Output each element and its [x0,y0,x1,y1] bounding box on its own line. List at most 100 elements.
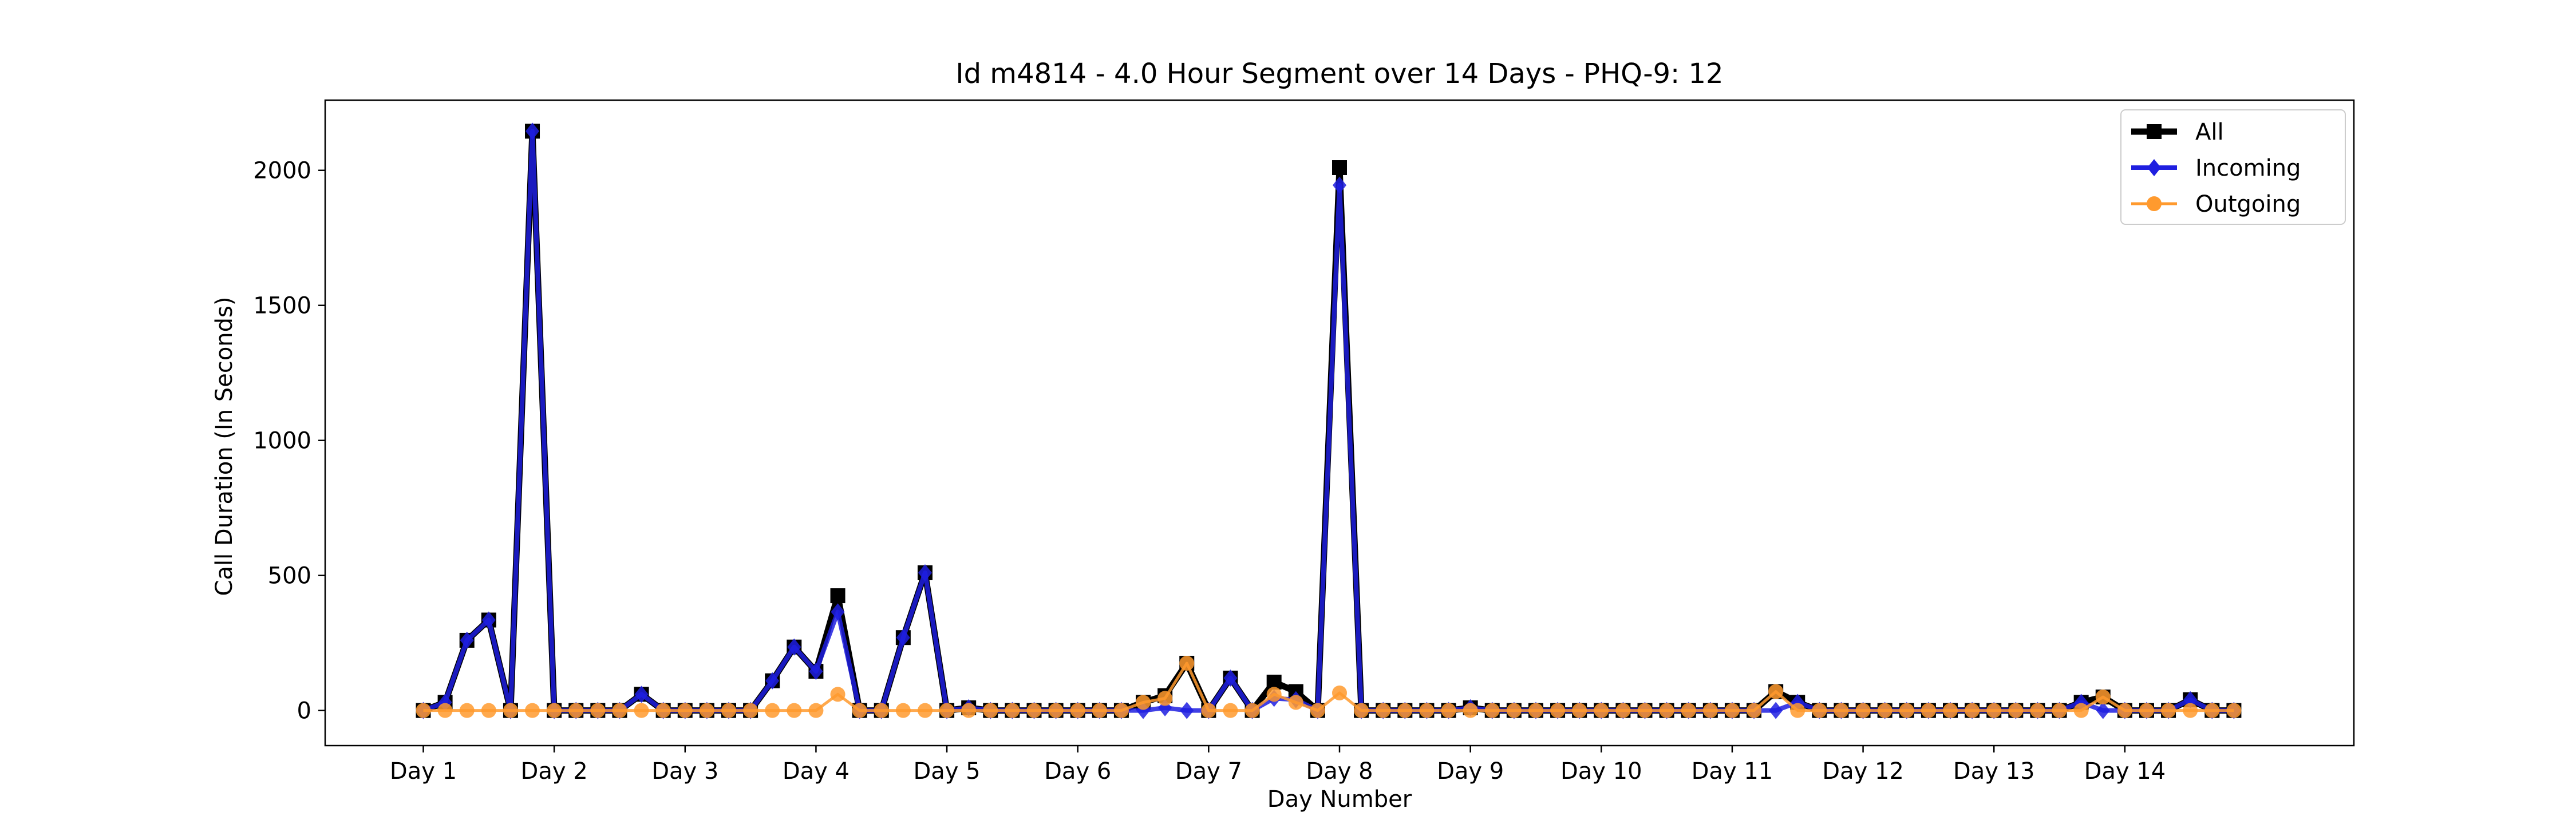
data-point-outgoing [1266,687,1282,702]
x-tick-label: Day 13 [1953,758,2035,785]
data-point-incoming [460,631,474,649]
data-point-outgoing [1332,685,1347,700]
data-point-outgoing [2030,703,2045,718]
data-point-outgoing [743,703,758,718]
legend-item-all: All [2131,119,2224,145]
data-point-outgoing [2095,690,2111,705]
data-point-outgoing [1244,703,1260,718]
series-outgoing [416,656,2242,718]
data-point-outgoing [416,703,431,718]
data-point-outgoing [721,703,736,718]
data-point-outgoing [1768,684,1784,699]
data-point-outgoing [1594,703,1609,718]
data-point-outgoing [2226,703,2242,718]
data-point-outgoing [1463,703,1478,718]
data-point-outgoing [2139,703,2154,718]
data-point-outgoing [1834,703,1849,718]
data-point-outgoing [765,703,780,718]
data-point-outgoing [481,703,496,718]
data-point-outgoing [1812,703,1827,718]
series-line-incoming [422,129,2234,713]
data-point-incoming [1180,702,1194,719]
x-tick-label: Day 2 [521,758,588,785]
data-point-outgoing [895,703,911,718]
data-point-outgoing [1136,695,1151,710]
data-point-outgoing [2073,703,2089,718]
y-tick-label: 0 [297,698,311,724]
data-point-outgoing [1615,703,1631,718]
plot-area: 0 500 1000 1500 2000 Day 1 Day 2 Day 3 Day 4 Day … [253,99,2355,785]
x-tick-label: Day 10 [1560,758,1642,785]
data-point-outgoing [1026,703,1042,718]
data-point-outgoing [1419,703,1435,718]
data-point-outgoing [1484,703,1500,718]
data-point-outgoing [1310,703,1325,718]
data-point-outgoing [1702,703,1718,718]
data-point-outgoing [1986,703,2002,718]
data-point-outgoing [1747,703,1762,718]
data-point-outgoing [787,703,802,718]
data-point-outgoing [1048,703,1064,718]
legend-label: All [2195,119,2224,145]
legend-marker-outgoing [2147,196,2162,211]
x-axis-label: Day Number [1267,786,1412,813]
data-point-outgoing [830,687,846,702]
data-point-outgoing [1899,703,1914,718]
data-point-outgoing [547,703,562,718]
data-point-incoming [634,686,649,703]
data-point-outgoing [655,703,671,718]
legend-item-outgoing: Outgoing [2131,191,2301,217]
legend-box [2120,109,2346,225]
legend-label: Outgoing [2195,191,2301,217]
x-tick-label: Day 4 [783,758,850,785]
data-point-outgoing [874,703,889,718]
data-point-outgoing [808,703,824,718]
data-point-outgoing [1965,703,1980,718]
data-point-outgoing [1855,703,1871,718]
data-point-outgoing [917,703,933,718]
legend-marker-incoming [2147,159,2161,176]
data-point-outgoing [1724,703,1740,718]
x-tick-label: Day 3 [651,758,718,785]
data-point-outgoing [1113,703,1129,718]
data-point-outgoing [1005,703,1020,718]
data-point-outgoing [1921,703,1936,718]
data-point-outgoing [1223,703,1238,718]
x-tick-label: Day 12 [1822,758,1904,785]
data-point-outgoing [1354,703,1369,718]
data-point-outgoing [1506,703,1522,718]
data-point-outgoing [1572,703,1587,718]
data-point-outgoing [634,703,649,718]
x-tick-label: Day 6 [1044,758,1111,785]
data-point-incoming [1769,702,1783,719]
data-point-incoming [918,564,932,581]
y-tick-label: 1500 [253,293,311,319]
data-point-outgoing [1943,703,1958,718]
data-point-outgoing [2161,703,2176,718]
data-point-outgoing [1550,703,1566,718]
series-line-outgoing [423,661,2234,712]
x-tick-label: Day 8 [1306,758,1373,785]
data-point-outgoing [1288,695,1303,710]
data-point-outgoing [961,703,977,718]
data-point-outgoing [1528,703,1543,718]
data-point-outgoing [590,703,606,718]
data-point-outgoing [2052,703,2067,718]
data-point-incoming [787,638,801,656]
data-point-outgoing [437,703,453,718]
data-point-incoming [809,663,823,680]
legend: All Incoming Outgoing [2120,109,2346,225]
y-tick-label: 2000 [253,158,311,184]
y-tick-label: 1000 [253,428,311,454]
data-point-outgoing [525,703,540,718]
data-point-outgoing [677,703,693,718]
data-point-outgoing [939,703,955,718]
y-axis-label: Call Duration (In Seconds) [211,297,238,596]
data-point-incoming [765,672,780,690]
data-point-outgoing [2204,703,2220,718]
y-tick-label: 500 [268,563,311,589]
x-tick-label: Day 11 [1692,758,1773,785]
data-point-incoming [1223,670,1238,687]
legend-item-incoming: Incoming [2131,155,2301,181]
